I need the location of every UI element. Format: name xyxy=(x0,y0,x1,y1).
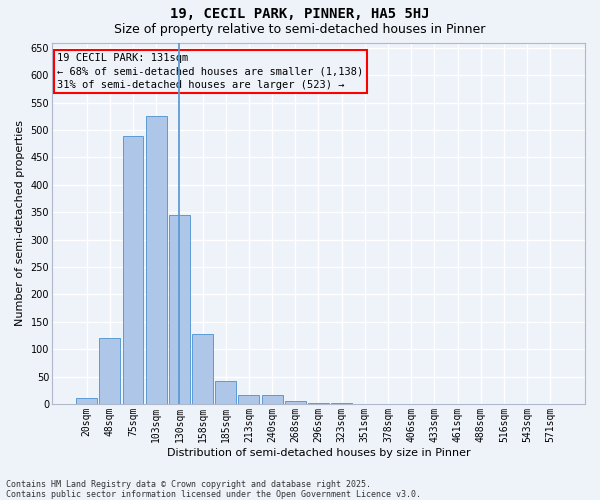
Bar xyxy=(146,116,167,404)
Bar xyxy=(238,394,259,404)
Bar xyxy=(285,400,306,404)
Bar xyxy=(122,136,143,404)
Text: Size of property relative to semi-detached houses in Pinner: Size of property relative to semi-detach… xyxy=(115,22,485,36)
Bar xyxy=(262,394,283,404)
Text: 19, CECIL PARK, PINNER, HA5 5HJ: 19, CECIL PARK, PINNER, HA5 5HJ xyxy=(170,8,430,22)
Bar xyxy=(76,398,97,404)
Bar xyxy=(169,215,190,404)
Text: Contains HM Land Registry data © Crown copyright and database right 2025.
Contai: Contains HM Land Registry data © Crown c… xyxy=(6,480,421,499)
Bar xyxy=(308,403,329,404)
Text: 19 CECIL PARK: 131sqm
← 68% of semi-detached houses are smaller (1,138)
31% of s: 19 CECIL PARK: 131sqm ← 68% of semi-deta… xyxy=(57,54,364,90)
X-axis label: Distribution of semi-detached houses by size in Pinner: Distribution of semi-detached houses by … xyxy=(167,448,470,458)
Bar xyxy=(100,338,120,404)
Bar xyxy=(192,334,213,404)
Bar xyxy=(215,381,236,404)
Y-axis label: Number of semi-detached properties: Number of semi-detached properties xyxy=(15,120,25,326)
